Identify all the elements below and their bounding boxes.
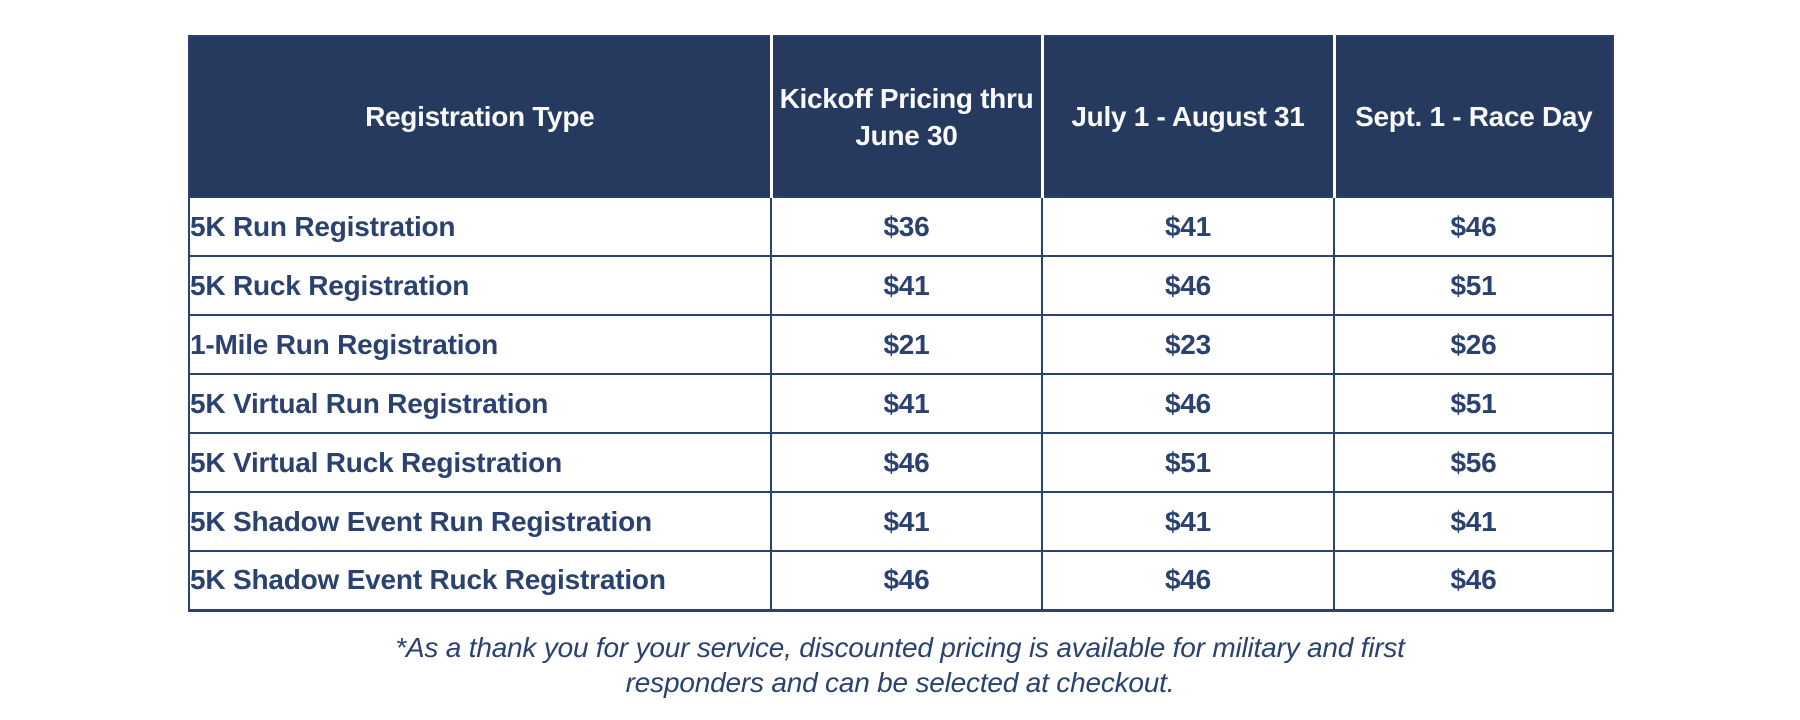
table-row: 5K Ruck Registration $41 $46 $51 bbox=[188, 255, 1614, 316]
price-cell: $46 bbox=[1333, 196, 1614, 257]
registration-type-cell: 5K Shadow Event Ruck Registration bbox=[188, 550, 772, 611]
price-cell: $46 bbox=[1041, 255, 1335, 316]
footnote-line: responders and can be selected at checko… bbox=[625, 667, 1175, 698]
pricing-table: Registration Type Kickoff Pricing thru Ju… bbox=[188, 35, 1614, 612]
table-row: 5K Shadow Event Ruck Registration $46 $46 $… bbox=[188, 550, 1614, 611]
registration-type-cell: 5K Shadow Event Run Registration bbox=[188, 491, 772, 552]
price-cell: $41 bbox=[1333, 491, 1614, 552]
column-header-registration-type: Registration Type bbox=[189, 36, 773, 197]
price-cell: $41 bbox=[770, 373, 1043, 434]
price-cell: $51 bbox=[1333, 373, 1614, 434]
price-cell: $26 bbox=[1333, 314, 1614, 375]
column-header-kickoff-pricing: Kickoff Pricing thru June 30 bbox=[771, 36, 1044, 197]
price-cell: $46 bbox=[1041, 550, 1335, 611]
registration-type-cell: 5K Virtual Run Registration bbox=[188, 373, 772, 434]
column-header-july-august: July 1 - August 31 bbox=[1042, 36, 1336, 197]
column-header-sept-race-day: Sept. 1 - Race Day bbox=[1334, 36, 1613, 197]
footnote: *As a thank you for your service, discou… bbox=[320, 630, 1480, 700]
price-cell: $46 bbox=[770, 432, 1043, 493]
table-row: 1-Mile Run Registration $21 $23 $26 bbox=[188, 314, 1614, 375]
registration-type-cell: 5K Ruck Registration bbox=[188, 255, 772, 316]
price-cell: $46 bbox=[770, 550, 1043, 611]
price-cell: $41 bbox=[770, 255, 1043, 316]
table-row: 5K Virtual Run Registration $41 $46 $51 bbox=[188, 373, 1614, 434]
header-row: Registration Type Kickoff Pricing thru Ju… bbox=[189, 36, 1613, 197]
price-cell: $41 bbox=[1041, 491, 1335, 552]
price-cell: $46 bbox=[1041, 373, 1335, 434]
registration-type-cell: 5K Virtual Ruck Registration bbox=[188, 432, 772, 493]
price-cell: $51 bbox=[1333, 255, 1614, 316]
price-cell: $46 bbox=[1333, 550, 1614, 611]
table-row: 5K Shadow Event Run Registration $41 $41 $4… bbox=[188, 491, 1614, 552]
price-cell: $23 bbox=[1041, 314, 1335, 375]
price-cell: $51 bbox=[1041, 432, 1335, 493]
registration-type-cell: 5K Run Registration bbox=[188, 196, 772, 257]
table-row: 5K Run Registration $36 $41 $46 bbox=[188, 196, 1614, 257]
price-cell: $41 bbox=[770, 491, 1043, 552]
price-cell: $36 bbox=[770, 196, 1043, 257]
price-cell: $21 bbox=[770, 314, 1043, 375]
registration-type-cell: 1-Mile Run Registration bbox=[188, 314, 772, 375]
price-cell: $41 bbox=[1041, 196, 1335, 257]
footnote-line: *As a thank you for your service, discou… bbox=[395, 632, 1405, 663]
price-cell: $56 bbox=[1333, 432, 1614, 493]
table-row: 5K Virtual Ruck Registration $46 $51 $56 bbox=[188, 432, 1614, 493]
